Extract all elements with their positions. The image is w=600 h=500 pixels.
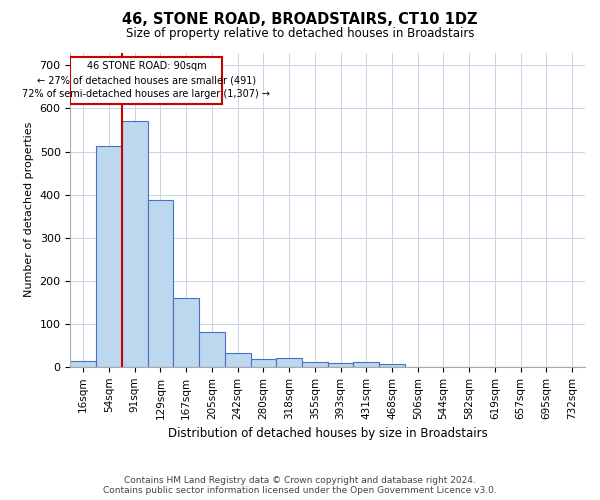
Text: Size of property relative to detached houses in Broadstairs: Size of property relative to detached ho… [126, 28, 474, 40]
Bar [225, 353, 251, 367]
Bar [96, 146, 122, 367]
Text: 46, STONE ROAD, BROADSTAIRS, CT10 1DZ: 46, STONE ROAD, BROADSTAIRS, CT10 1DZ [122, 12, 478, 28]
Bar [173, 298, 199, 367]
Text: 46 STONE ROAD: 90sqm
← 27% of detached houses are smaller (491)
72% of semi-deta: 46 STONE ROAD: 90sqm ← 27% of detached h… [22, 62, 271, 100]
Bar [251, 360, 276, 367]
X-axis label: Distribution of detached houses by size in Broadstairs: Distribution of detached houses by size … [168, 427, 488, 440]
Bar [122, 121, 148, 367]
Bar [148, 200, 173, 367]
Bar [302, 362, 328, 367]
Bar [379, 364, 405, 367]
Text: Contains HM Land Registry data © Crown copyright and database right 2024.
Contai: Contains HM Land Registry data © Crown c… [103, 476, 497, 495]
FancyBboxPatch shape [70, 57, 222, 104]
Bar [353, 362, 379, 367]
Bar [276, 358, 302, 367]
Bar [70, 361, 96, 367]
Y-axis label: Number of detached properties: Number of detached properties [24, 122, 34, 298]
Bar [328, 362, 353, 367]
Bar [199, 332, 225, 367]
